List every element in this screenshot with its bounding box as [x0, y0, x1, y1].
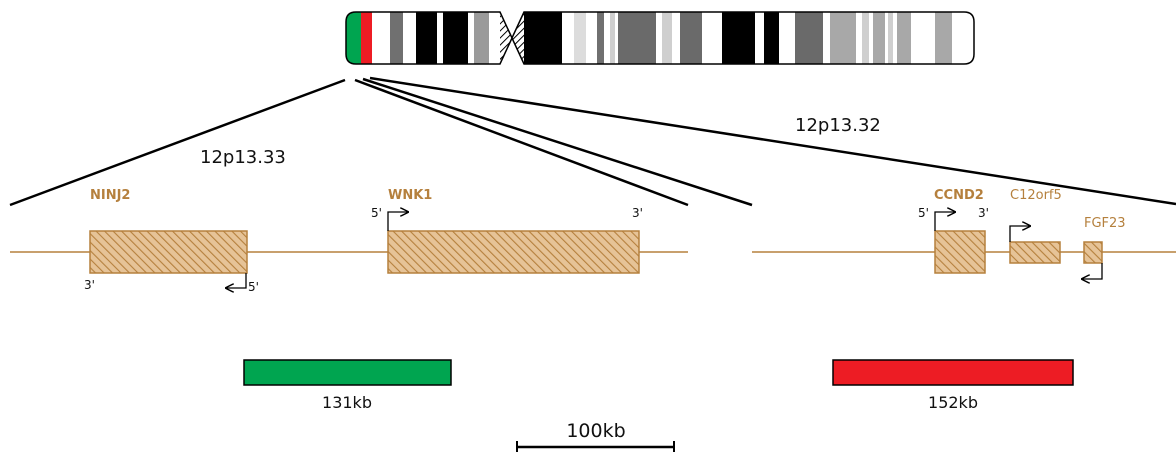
- gene-end-label: 3': [978, 206, 989, 220]
- gene-end-label: 5': [248, 280, 259, 294]
- band-label-12p13-33: 12p13.33: [200, 147, 286, 168]
- segment-bar: [832, 359, 1074, 386]
- transcription-arrow: [226, 273, 247, 288]
- gene-box: [387, 230, 640, 274]
- chrom-band: [680, 12, 702, 64]
- chrom-band: [574, 12, 586, 64]
- chrom-band: [764, 12, 779, 64]
- chrom-band-green-marker: [346, 12, 361, 64]
- gene-end-label: 3': [84, 278, 95, 292]
- gene-box: [934, 230, 986, 274]
- zoom-lines: [9, 76, 1176, 207]
- region-12p13-32: CCND2 5' 3' C12orf5 FGF23: [752, 188, 1176, 279]
- gene-ccnd2: CCND2 5' 3': [918, 188, 989, 274]
- gene-label: NINJ2: [90, 188, 130, 203]
- gene-wnk1: WNK1 5' 3': [371, 188, 643, 274]
- chrom-band: [524, 12, 562, 64]
- scale-bar-label: 100kb: [566, 420, 625, 442]
- chromosome-outline: [345, 11, 975, 65]
- chrom-band: [443, 12, 468, 64]
- chrom-band: [862, 12, 869, 64]
- chrom-band: [873, 12, 885, 64]
- transcription-arrow: [934, 212, 955, 231]
- chrom-band: [935, 12, 952, 64]
- chromosome-ideogram: [345, 11, 975, 65]
- segment-bar: [243, 359, 452, 386]
- chrom-band: [597, 12, 604, 64]
- band-label-12p13-32: 12p13.32: [795, 115, 881, 136]
- transcription-arrow: [1082, 263, 1103, 279]
- segment-152kb: 152kb: [832, 359, 1074, 412]
- gene-box: [1083, 241, 1103, 264]
- chrom-band: [618, 12, 656, 64]
- gene-label: C12orf5: [1010, 188, 1062, 203]
- chrom-band: [795, 12, 823, 64]
- gene-c12orf5: C12orf5: [1009, 188, 1062, 264]
- segment-size-label: 152kb: [928, 393, 978, 412]
- chrom-band: [662, 12, 672, 64]
- region-12p13-33: NINJ2 3' 5' WNK1 5' 3': [10, 188, 688, 294]
- chrom-band: [722, 12, 755, 64]
- chrom-band: [897, 12, 911, 64]
- gene-label: WNK1: [388, 188, 432, 203]
- chrom-band: [416, 12, 437, 64]
- chrom-band-red-marker: [361, 12, 372, 64]
- transcription-arrow: [1009, 226, 1030, 242]
- gene-end-label: 5': [371, 206, 382, 220]
- gene-box: [1009, 241, 1061, 264]
- chrom-band: [474, 12, 489, 64]
- gene-end-label: 3': [632, 206, 643, 220]
- chrom-band: [610, 12, 615, 64]
- centromere: [500, 12, 512, 64]
- gene-fgf23: FGF23: [1082, 216, 1126, 279]
- gene-box: [89, 230, 248, 274]
- transcription-arrow: [387, 212, 408, 231]
- segment-131kb: 131kb: [243, 359, 452, 412]
- scale-bar: 100kb: [516, 420, 675, 452]
- gene-ninj2: NINJ2 3' 5': [84, 188, 259, 294]
- chrom-band: [830, 12, 856, 64]
- gene-label: CCND2: [934, 188, 984, 203]
- segment-size-label: 131kb: [322, 393, 372, 412]
- gene-label: FGF23: [1084, 216, 1126, 231]
- chrom-band: [390, 12, 403, 64]
- chrom-band: [888, 12, 893, 64]
- gene-end-label: 5': [918, 206, 929, 220]
